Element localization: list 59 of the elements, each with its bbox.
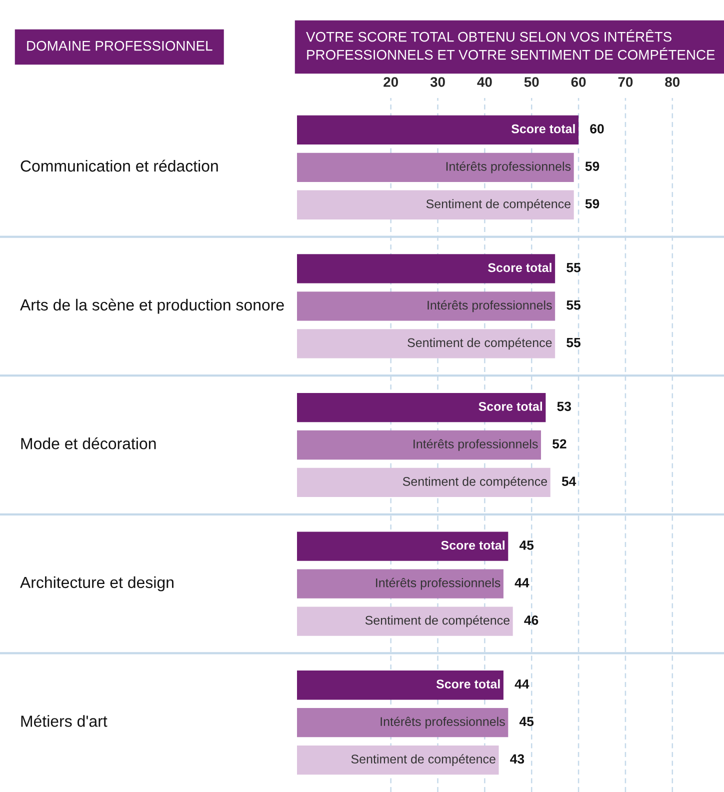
y-tick-label: Métiers d'art [21,714,108,727]
bar [297,329,556,358]
data-label: 54 [562,476,576,486]
bar [297,670,504,700]
text: Intérêts professionnels [414,439,538,451]
data-label: 55 [566,300,580,310]
data-label: 45 [519,716,534,726]
x-tick-label: 50 [524,77,539,87]
data-label: 46 [524,615,538,625]
data-label: 59 [585,162,600,171]
series-label: Sentiment de compétence [351,754,496,766]
y-tick-label: Architecture et design [20,576,174,592]
bar [297,532,508,561]
y-tick-label: Arts de la scène et production sonore [20,298,284,314]
bar [297,190,574,220]
x-tick-label: 60 [571,77,586,87]
text: Intérêts professionnels [376,578,500,590]
bar [297,254,556,284]
bar [297,392,546,422]
text: Score total [478,402,542,411]
text: Sentiment de compétence [402,476,548,488]
data-label: 55 [566,263,580,272]
data-label: 53 [557,402,572,412]
text: Score total [511,124,575,134]
data-label: 60 [590,124,604,134]
data-label: 55 [566,338,580,348]
text: Sentiment de compétence [426,198,570,211]
bar [297,708,508,738]
data-label: 43 [510,754,524,764]
text: Intérêts professionnels [380,716,505,728]
x-tick-label: 70 [618,77,633,87]
x-tick-label: 30 [430,77,445,87]
x-tick-label: 80 [665,77,680,87]
data-label: 44 [514,679,530,689]
bar [297,292,556,321]
data-label: 52 [552,439,566,449]
bar [297,468,550,498]
y-tick-label: Mode et décoration [21,437,156,450]
bar [297,152,574,182]
series-label: Score total [436,679,500,688]
bar [297,569,504,598]
data-label: 44 [514,578,530,588]
data-label: 59 [585,199,600,208]
y-axis-title: DOMAINE PROFESSIONNEL [27,40,212,51]
text: Sentiment de compétence [408,338,552,350]
text: Score total [441,540,504,550]
text: Sentiment de compétence [365,615,510,628]
x-tick-label: 40 [477,77,492,87]
text: Intérêts professionnels [428,300,552,312]
bar [297,430,541,460]
bar [297,606,513,636]
x-axis-title: VOTRE SCORE TOTAL OBTENU SELON VOS INTÉRÊTS PROFESSIONNELS ET VOTRE SENTIMENT DE COMPÉTENCE [306,29,715,60]
text: Score total [488,262,552,272]
x-tick-label: 20 [384,77,398,87]
bar [297,115,579,144]
data-label: 45 [519,540,534,550]
series-label: Intérêts professionnels [446,162,571,174]
bar [297,746,499,775]
y-tick-label: Communication et rédaction [20,160,218,172]
